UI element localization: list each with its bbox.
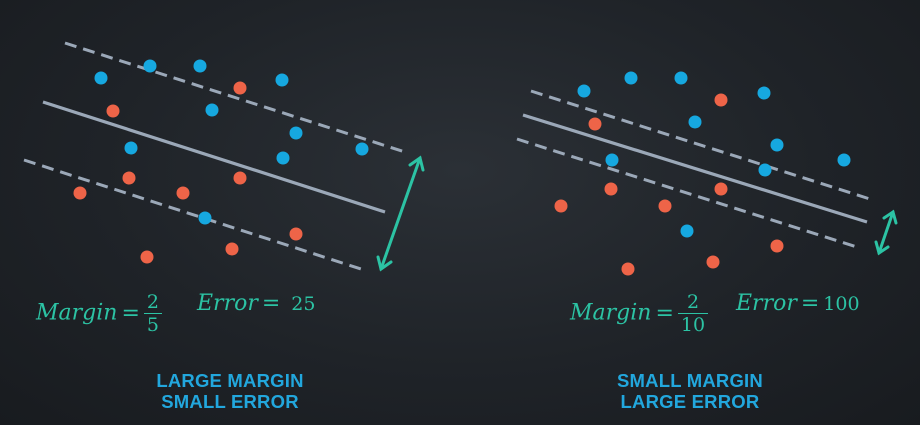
red-point: [106, 104, 120, 118]
red-point: [122, 171, 136, 185]
red-points: [554, 93, 784, 276]
blue-point: [143, 59, 157, 73]
blue-points: [94, 59, 369, 225]
blue-point: [577, 84, 591, 98]
right-plot: [516, 71, 898, 276]
red-point: [554, 199, 568, 213]
margin-label: Margin: [570, 300, 652, 326]
left-panel: Margin = 2 5 Error = 25 LARGE MARGIN SMALL E…: [0, 41, 460, 412]
margin-expression: Margin = 2 10: [570, 291, 709, 336]
caption-line-1: LARGE MARGIN: [156, 370, 304, 391]
blue-point: [205, 103, 219, 117]
boundary-line: [522, 113, 868, 224]
red-point: [73, 186, 87, 200]
red-point: [233, 171, 247, 185]
caption-line-1: SMALL MARGIN: [617, 370, 763, 391]
red-point: [588, 117, 602, 131]
blue-point: [680, 224, 694, 238]
margin-fraction: 2 10: [677, 291, 709, 336]
blue-points: [577, 71, 851, 238]
blue-point: [624, 71, 638, 85]
red-point: [225, 242, 239, 256]
left-caption: LARGE MARGIN SMALL ERROR: [0, 370, 460, 412]
red-point: [604, 182, 618, 196]
margin-arrow: [376, 155, 425, 272]
right-caption: SMALL MARGIN LARGE ERROR: [460, 370, 920, 412]
boundary-line: [42, 100, 386, 214]
margin-denominator: 10: [680, 314, 706, 336]
margin-numerator: 2: [143, 291, 162, 314]
caption-line-2: LARGE ERROR: [620, 391, 760, 412]
margin-expression: Margin = 2 5: [36, 291, 162, 336]
right-panel: Margin = 2 10 Error = 100 SMALL MARGIN LARGE …: [460, 0, 920, 425]
blue-point: [124, 141, 138, 155]
blue-point: [758, 163, 772, 177]
upper-margin-line: [64, 41, 406, 154]
red-points: [73, 81, 303, 264]
red-point: [140, 250, 154, 264]
red-point: [621, 262, 635, 276]
error-value: 100: [823, 293, 860, 315]
margin-label: Margin: [36, 300, 118, 326]
margin-denominator: 5: [146, 314, 159, 336]
error-expression: Error = 25: [197, 291, 316, 316]
margin-numerator: 2: [677, 291, 709, 314]
error-expression: Error = 100: [736, 291, 860, 316]
blue-point: [198, 211, 212, 225]
red-point: [233, 81, 247, 95]
upper-margin-line: [530, 89, 874, 202]
red-point: [176, 186, 190, 200]
lower-margin-line: [23, 158, 365, 272]
margin-arrow: [874, 209, 898, 256]
blue-point: [688, 115, 702, 129]
blue-point: [193, 59, 207, 73]
left-plot: [23, 41, 425, 272]
blue-point: [275, 73, 289, 87]
red-point: [706, 255, 720, 269]
red-point: [714, 182, 728, 196]
blue-point: [289, 126, 303, 140]
red-point: [289, 227, 303, 241]
blue-point: [757, 86, 771, 100]
blue-point: [770, 138, 784, 152]
caption-line-2: SMALL ERROR: [161, 391, 299, 412]
red-point: [658, 199, 672, 213]
blue-point: [674, 71, 688, 85]
blue-point: [94, 71, 108, 85]
error-label: Error: [197, 291, 258, 316]
error-value: 25: [291, 293, 316, 315]
red-point: [714, 93, 728, 107]
blue-point: [276, 151, 290, 165]
blue-point: [605, 153, 619, 167]
lower-margin-line: [516, 137, 861, 250]
red-point: [770, 239, 784, 253]
blue-point: [837, 153, 851, 167]
blue-point: [355, 142, 369, 156]
error-label: Error: [736, 291, 797, 316]
